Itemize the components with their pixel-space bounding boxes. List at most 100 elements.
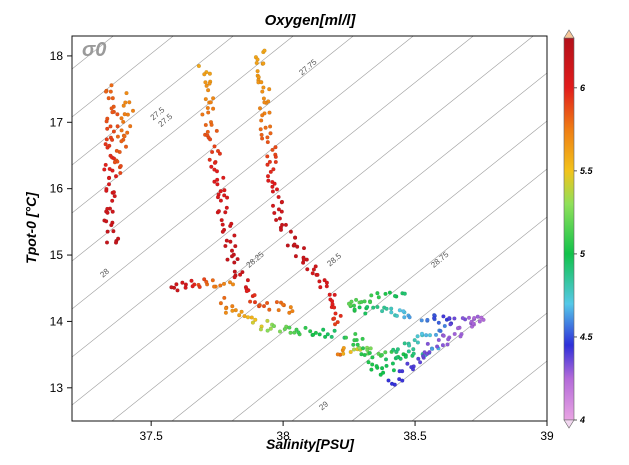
data-point xyxy=(183,282,188,287)
data-point xyxy=(324,284,329,289)
data-point xyxy=(119,139,124,144)
data-point xyxy=(357,305,362,310)
data-point xyxy=(196,63,201,69)
data-point xyxy=(111,129,116,134)
data-point xyxy=(276,194,281,200)
data-point xyxy=(427,333,433,338)
data-point xyxy=(112,194,117,199)
data-point xyxy=(270,189,275,194)
data-point xyxy=(110,198,115,203)
data-point xyxy=(351,342,356,347)
data-point xyxy=(229,248,235,253)
data-point xyxy=(394,313,399,318)
data-point xyxy=(332,328,337,333)
data-point xyxy=(254,60,259,66)
data-point xyxy=(257,106,263,111)
data-point xyxy=(318,285,323,290)
data-point xyxy=(360,336,365,341)
data-point xyxy=(379,352,384,358)
data-point xyxy=(317,332,322,337)
isopycnal-line xyxy=(111,72,547,421)
data-point xyxy=(296,330,301,335)
data-point xyxy=(265,135,270,140)
data-point xyxy=(466,315,472,320)
data-point xyxy=(409,365,414,370)
data-point xyxy=(362,299,367,304)
data-point xyxy=(365,347,370,353)
data-point xyxy=(111,190,116,195)
data-point xyxy=(279,199,285,204)
data-point xyxy=(351,303,357,308)
data-point xyxy=(386,378,391,383)
y-tick-label: 16 xyxy=(50,182,64,196)
data-point xyxy=(210,149,215,155)
data-point xyxy=(121,119,126,124)
data-point xyxy=(265,174,271,179)
data-point xyxy=(446,337,451,342)
data-point xyxy=(130,108,136,113)
data-point xyxy=(114,148,119,153)
data-point xyxy=(395,355,400,360)
data-point xyxy=(368,346,373,351)
data-point xyxy=(270,147,275,152)
data-point xyxy=(237,313,242,318)
data-point xyxy=(362,352,367,358)
data-point xyxy=(380,366,385,371)
data-point xyxy=(416,356,421,361)
data-point xyxy=(207,71,212,76)
data-point xyxy=(109,223,114,228)
data-point xyxy=(265,154,270,159)
data-point xyxy=(217,151,222,156)
data-point xyxy=(402,341,407,346)
data-point xyxy=(390,361,395,366)
data-point xyxy=(325,332,330,337)
data-points xyxy=(102,48,486,387)
isopycnal-line xyxy=(411,312,547,421)
data-point xyxy=(232,260,237,265)
y-tick-label: 13 xyxy=(50,381,64,395)
data-point xyxy=(305,267,310,272)
data-point xyxy=(265,162,270,167)
data-point xyxy=(261,61,266,66)
data-point xyxy=(271,324,277,329)
data-point xyxy=(224,238,229,243)
data-point xyxy=(119,128,124,133)
data-point xyxy=(290,309,295,314)
data-point xyxy=(370,355,375,360)
data-point xyxy=(477,319,482,324)
data-point xyxy=(203,122,208,128)
data-point xyxy=(110,96,115,101)
y-axis: 13 14 15 16 17 18 xyxy=(50,49,72,395)
data-point xyxy=(419,318,424,323)
data-point xyxy=(123,100,128,105)
data-point xyxy=(104,240,110,245)
data-point xyxy=(397,377,402,382)
data-point xyxy=(261,96,266,101)
data-point xyxy=(204,279,209,284)
data-point xyxy=(421,354,426,359)
data-point xyxy=(259,80,264,85)
data-point xyxy=(363,311,368,316)
data-point xyxy=(206,110,211,115)
data-point xyxy=(402,291,407,296)
data-point xyxy=(230,308,235,313)
data-point xyxy=(223,310,228,315)
data-point xyxy=(220,229,225,234)
data-point xyxy=(295,244,300,249)
y-tick-label: 15 xyxy=(50,248,64,262)
data-point xyxy=(458,334,463,339)
data-point xyxy=(317,279,322,284)
data-point xyxy=(219,218,224,223)
y-tick-label: 14 xyxy=(50,314,64,328)
data-point xyxy=(212,179,217,184)
data-point xyxy=(115,124,120,129)
data-point xyxy=(370,362,375,367)
data-point xyxy=(260,89,265,94)
x-tick-label: 39 xyxy=(540,429,554,443)
data-point xyxy=(402,315,407,320)
x-tick-label: 38 xyxy=(276,429,290,443)
data-point xyxy=(205,105,210,111)
data-point xyxy=(255,57,260,62)
data-point xyxy=(285,243,290,248)
isopycnal-line xyxy=(231,168,547,421)
